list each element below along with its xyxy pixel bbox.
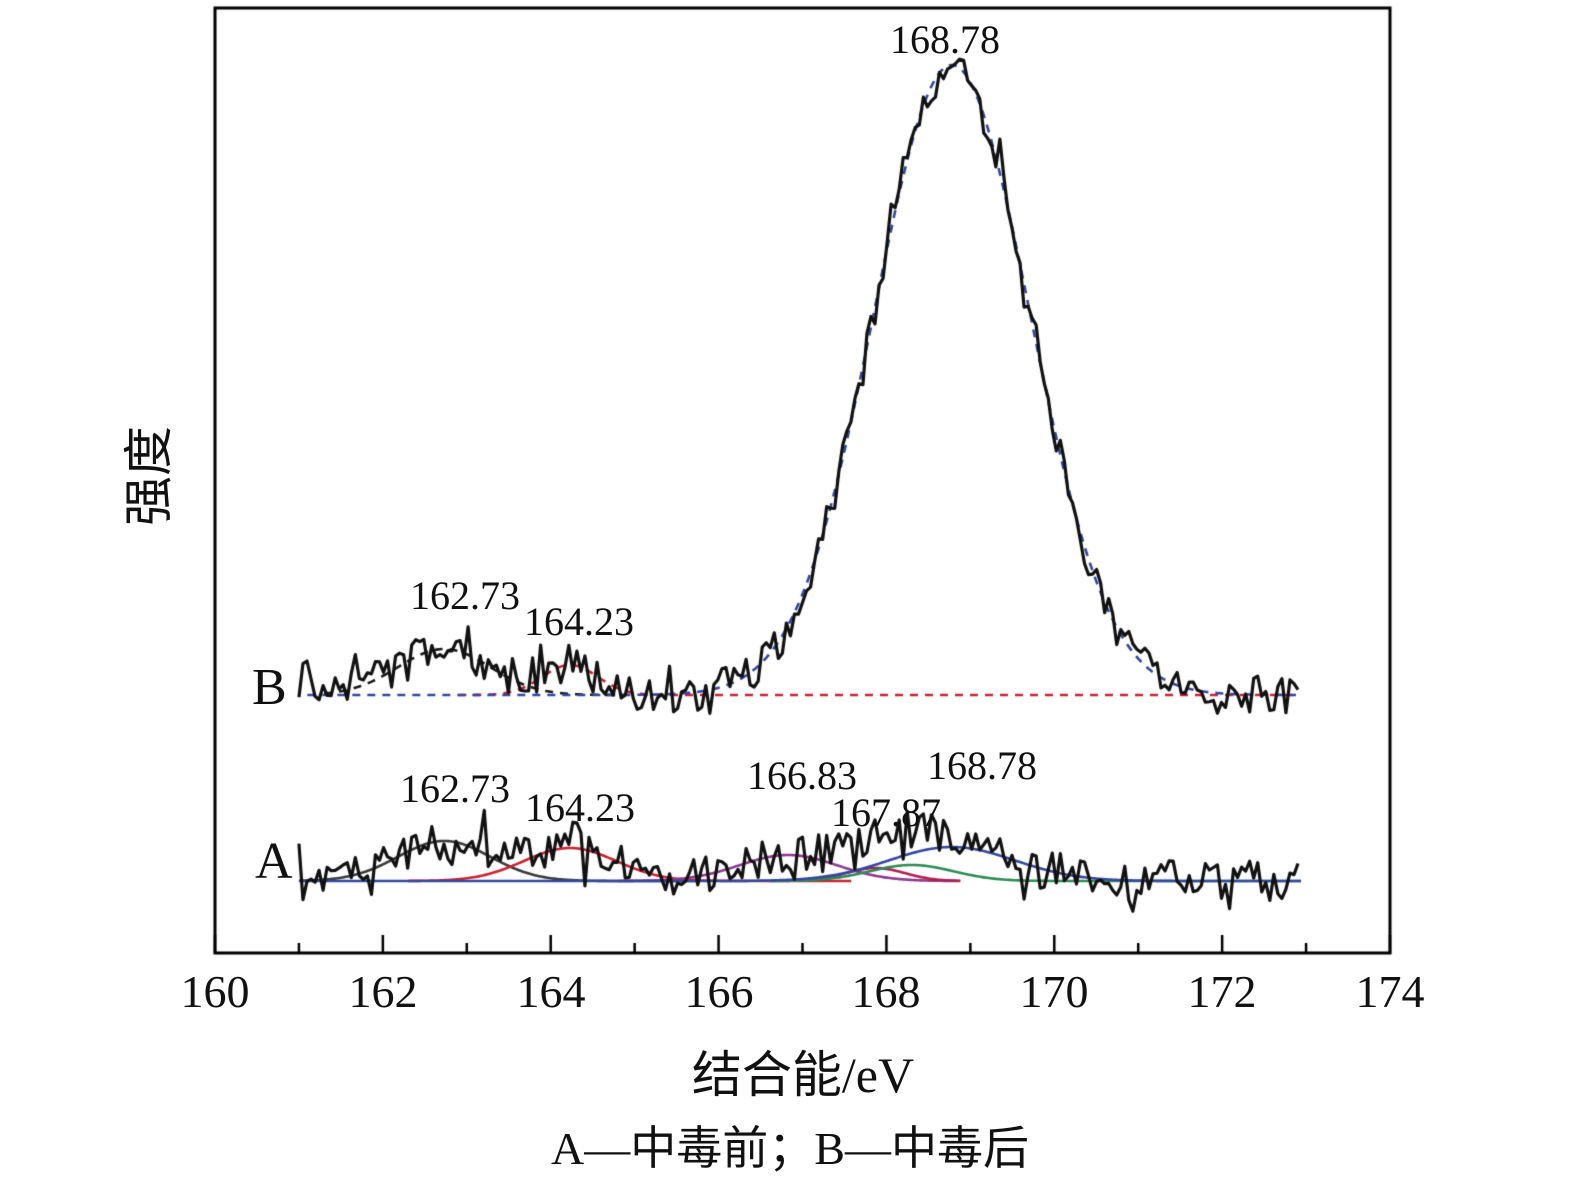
series-a-label: A: [255, 833, 293, 890]
x-tick-164: 164: [516, 966, 586, 1017]
figure-caption: A—中毒前；B—中毒后: [551, 1123, 1029, 1174]
x-tick-166: 166: [684, 966, 754, 1017]
peak-annotation: 167.87: [831, 790, 941, 835]
x-axis-label: 结合能/eV: [691, 1047, 915, 1103]
peak-annotation: 164.23: [524, 599, 634, 644]
peak-annotation: 164.23: [525, 785, 635, 830]
peak-annotation: 168.78: [890, 17, 1000, 62]
x-tick-174: 174: [1355, 966, 1425, 1017]
peak-annotation: 162.73: [410, 573, 520, 618]
peak-annotation: 166.83: [747, 753, 857, 798]
x-tick-172: 172: [1187, 966, 1257, 1017]
x-tick-162: 162: [348, 966, 418, 1017]
y-axis-label: 强度: [121, 426, 177, 526]
x-tick-160: 160: [180, 966, 250, 1017]
x-tick-170: 170: [1019, 966, 1089, 1017]
peak-annotation: 168.78: [927, 743, 1037, 788]
series-b-label: B: [252, 659, 287, 716]
peak-annotation: 162.73: [400, 766, 510, 811]
x-tick-168: 168: [851, 966, 921, 1017]
